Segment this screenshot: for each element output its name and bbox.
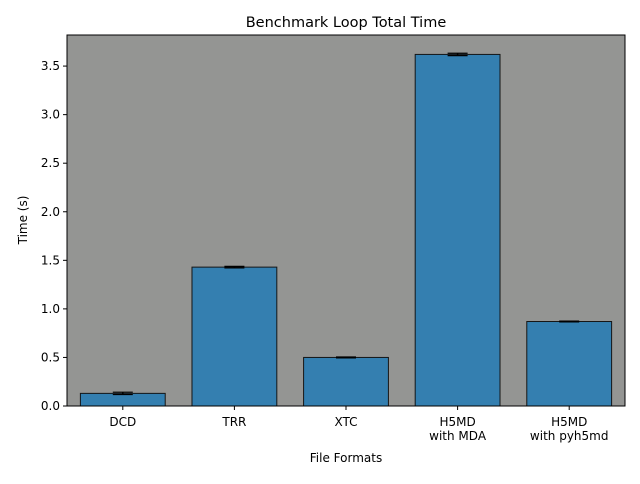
y-tick-label-2: 1.0	[41, 302, 60, 316]
x-tick-label-2: XTC	[334, 415, 357, 429]
x-tick-label-4-line-1: with pyh5md	[530, 429, 609, 443]
y-tick-label-5: 2.5	[41, 156, 60, 170]
y-tick-label-7: 3.5	[41, 59, 60, 73]
bar-1	[191, 266, 278, 407]
y-tick-label-4: 2.0	[41, 205, 60, 219]
y-axis: 0.0 0.5 1.0 1.5 2.0 2.5 3.0 3.5	[41, 59, 67, 413]
bar-3	[414, 53, 501, 407]
y-tick-label-0: 0.0	[41, 399, 60, 413]
y-tick-label-1: 0.5	[41, 350, 60, 364]
x-tick-label-1: TRR	[221, 415, 246, 429]
plot-frame	[66, 34, 626, 407]
y-tick-label-6: 3.0	[41, 108, 60, 122]
error-bars-group	[112, 52, 580, 396]
bar-0	[79, 392, 166, 407]
bar-4	[526, 321, 613, 407]
x-tick-label-0: DCD	[109, 415, 136, 429]
x-tick-label-3-line-1: with MDA	[429, 429, 487, 443]
bar-2	[303, 356, 389, 407]
x-tick-label-3-line-0: H5MD	[439, 415, 475, 429]
x-axis-label: File Formats	[310, 451, 382, 465]
chart-title: Benchmark Loop Total Time	[246, 15, 447, 31]
bars-group	[79, 53, 613, 407]
y-axis-label: Time (s)	[16, 196, 30, 246]
y-tick-label-3: 1.5	[41, 253, 60, 267]
x-tick-label-4-line-0: H5MD	[551, 415, 587, 429]
